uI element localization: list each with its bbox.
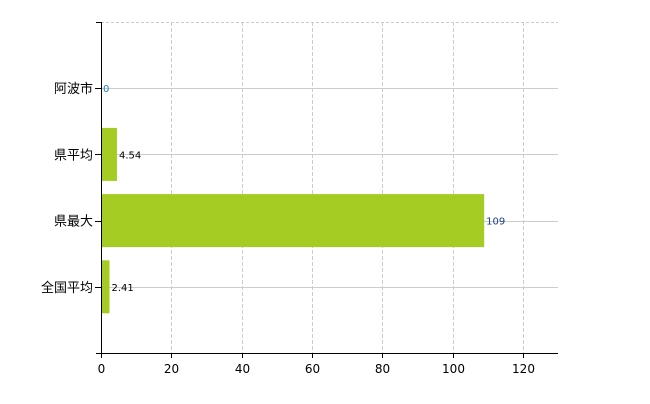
x-tick-label: 40 [235,362,250,376]
x-tick-label: 0 [98,362,106,376]
data-label: 4.54 [119,150,141,161]
category-label: 全国平均 [41,280,93,296]
data-label: 0 [103,84,109,95]
bar [101,127,117,181]
x-tick-label: 60 [305,362,320,376]
x-tick-label: 80 [375,362,390,376]
category-label: 県平均 [54,148,93,163]
bar [101,260,110,314]
x-tick-label: 100 [442,362,465,376]
bar [101,194,485,248]
x-tick-label: 120 [512,362,535,376]
category-label: 阿波市 [54,81,93,97]
x-tick-label: 20 [164,362,179,376]
category-label: 県最大 [54,215,93,230]
data-label: 2.41 [111,283,133,294]
data-label: 109 [486,217,505,228]
